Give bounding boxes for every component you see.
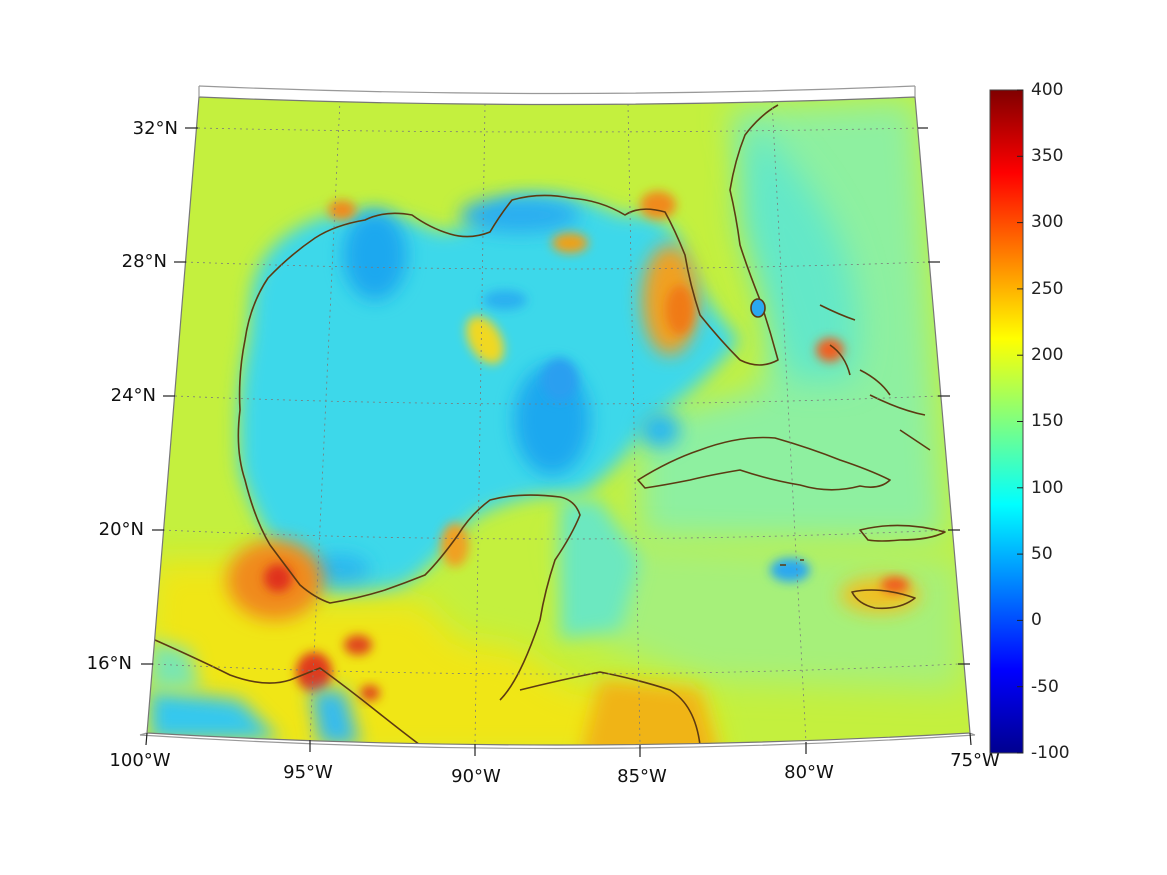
- lon-label-100w: 100°W: [109, 750, 170, 771]
- honduras-coast: [519, 671, 701, 745]
- lat-label-32n: 32°N: [133, 118, 178, 139]
- colorbar-labels: 400 350 300 250 200 150 100 50 0 -50 -10…: [1031, 80, 1070, 763]
- lon-label-95w: 95°W: [283, 762, 333, 783]
- lon-label-80w: 80°W: [784, 762, 834, 783]
- lon-label-75w: 75°W: [950, 750, 1000, 771]
- colorbar: 400 350 300 250 200 150 100 50 0 -50 -10…: [989, 80, 1070, 763]
- coastlines: [154, 104, 946, 745]
- lat-label-20n: 20°N: [99, 519, 144, 540]
- colorbar-ticks: [1017, 89, 1023, 754]
- jamaica: [851, 589, 916, 610]
- lat-label-28n: 28°N: [122, 251, 167, 272]
- colorbar-label-350: 350: [1031, 146, 1063, 166]
- lon-labels: 100°W 95°W 90°W 85°W 80°W 75°W: [109, 750, 1000, 787]
- lat-labels: 32°N 28°N 24°N 20°N 16°N: [87, 118, 178, 674]
- lat-ticks: [141, 127, 970, 665]
- gridlines: [151, 99, 959, 745]
- gulf-coastline: [237, 104, 779, 701]
- colorbar-label-100: 100: [1031, 478, 1063, 498]
- central-america-coast: [154, 639, 421, 745]
- colorbar-label-300: 300: [1031, 212, 1063, 232]
- colorbar-label-150: 150: [1031, 411, 1063, 431]
- colorbar-label-50: 50: [1031, 544, 1053, 564]
- lake-okeechobee: [750, 298, 766, 318]
- data-field: [147, 97, 970, 745]
- hispaniola: [859, 524, 946, 542]
- lon-ticks: [145, 732, 972, 757]
- lat-label-24n: 24°N: [111, 385, 156, 406]
- cayman-isles: [780, 559, 804, 566]
- colorbar-label-250: 250: [1031, 279, 1063, 299]
- lon-label-90w: 90°W: [451, 766, 501, 787]
- colorbar-label-200: 200: [1031, 345, 1063, 365]
- lat-label-16n: 16°N: [87, 653, 132, 674]
- colorbar-label-0: 0: [1031, 610, 1042, 630]
- bahamas: [819, 304, 931, 451]
- map-frame: [139, 85, 976, 750]
- cuba: [637, 436, 891, 491]
- colorbar-label-minus-100: -100: [1031, 743, 1070, 763]
- lon-label-85w: 85°W: [617, 766, 667, 787]
- colorbar-label-400: 400: [1031, 80, 1063, 100]
- colorbar-label-minus-50: -50: [1031, 677, 1059, 697]
